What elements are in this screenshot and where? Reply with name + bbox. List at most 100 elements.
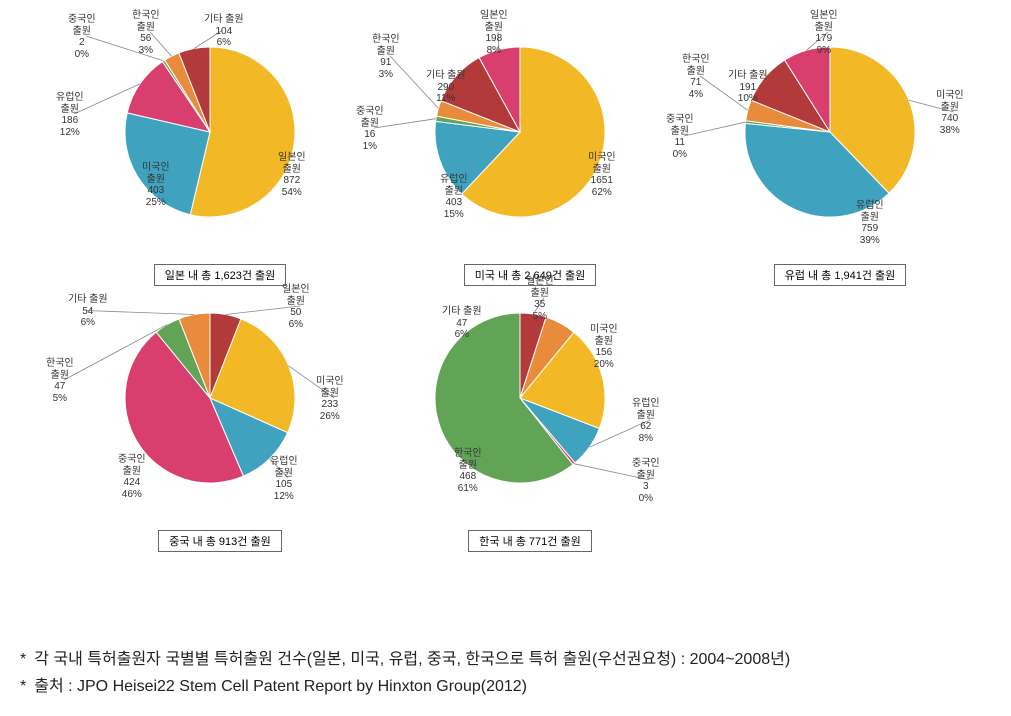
slice-label: 일본인출원87254% (278, 152, 306, 198)
slice-label-line: 출원 (118, 466, 146, 478)
slice-label-line: 6% (282, 319, 310, 331)
caption-row: 중국 내 총 913건 출원 (60, 524, 380, 552)
slice-label-line: 3% (132, 45, 160, 57)
slice-label-line: 91 (372, 57, 400, 69)
slice-label: 한국인출원475% (46, 358, 74, 404)
slice-label-line: 54 (68, 306, 108, 318)
slice-label-line: 2 (68, 37, 96, 49)
slice-label-line: 198 (480, 33, 508, 45)
slice-label-line: 104 (204, 26, 244, 38)
slice-label-line: 26% (316, 411, 344, 423)
footnote-text: 각 국내 특허출원자 국별별 특허출원 건수(일본, 미국, 유럽, 중국, 한… (34, 646, 790, 673)
slice-label-line: 4% (682, 89, 710, 101)
slice-label: 일본인출원1799% (810, 10, 838, 56)
slice-label-line: 191 (728, 82, 768, 94)
slice-label-line: 미국인 (588, 152, 616, 164)
slice-label-line: 12% (56, 127, 84, 139)
slice-label-line: 한국인 (454, 448, 482, 460)
slice-label-line: 출원 (682, 66, 710, 78)
slice-label-line: 유럽인 (56, 92, 84, 104)
slice-label: 한국인출원46861% (454, 448, 482, 494)
slice-label-line: 출원 (526, 288, 554, 300)
slice-label-line: 10% (728, 93, 768, 105)
pie-svg (60, 14, 380, 254)
slice-label-line: 중국인 (666, 114, 694, 126)
slice-label: 중국인출원30% (632, 458, 660, 504)
footnote-1: * 각 국내 특허출원자 국별별 특허출원 건수(일본, 미국, 유럽, 중국,… (20, 646, 980, 673)
pie-chart-korea: 일본인출원355%기타 출원476%미국인출원15620%유럽인출원628%중국… (370, 280, 690, 552)
pie-chart-europe: 미국인출원74038%유럽인출원75939%중국인출원110%한국인출원714%… (680, 14, 1000, 286)
footnotes: * 각 국내 특허출원자 국별별 특허출원 건수(일본, 미국, 유럽, 중국,… (20, 646, 980, 700)
slice-label-line: 유럽인 (856, 200, 884, 212)
slice-label: 기타 출원1046% (204, 14, 244, 49)
slice-label-line: 20% (590, 359, 618, 371)
slice-label-line: 47 (46, 381, 74, 393)
slice-label-line: 기타 출원 (442, 306, 482, 318)
slice-label-line: 출원 (666, 126, 694, 138)
slice-label-line: 일본인 (810, 10, 838, 22)
slice-label-line: 62 (632, 421, 660, 433)
slice-label-line: 11% (426, 93, 466, 105)
slice-label-line: 12% (270, 491, 298, 503)
slice-label-line: 한국인 (46, 358, 74, 370)
slice-label-line: 미국인 (590, 324, 618, 336)
slice-label-line: 233 (316, 399, 344, 411)
slice-label-line: 3% (372, 69, 400, 81)
slice-label-line: 기타 출원 (68, 294, 108, 306)
slice-label-line: 759 (856, 223, 884, 235)
slice-label-line: 출원 (480, 22, 508, 34)
slice-label-line: 872 (278, 175, 306, 187)
slice-label-line: 403 (440, 197, 468, 209)
footnote-2: * 출처 : JPO Heisei22 Stem Cell Patent Rep… (20, 673, 980, 700)
slice-label-line: 출원 (278, 164, 306, 176)
slice-label-line: 출원 (372, 46, 400, 58)
slice-label: 미국인출원23326% (316, 376, 344, 422)
slice-label-line: 8% (480, 45, 508, 57)
slice-label-line: 105 (270, 479, 298, 491)
slice-label-line: 일본인 (526, 276, 554, 288)
slice-label-line: 출원 (68, 26, 96, 38)
slice-label-line: 290 (426, 82, 466, 94)
slice-label: 유럽인출원75939% (856, 200, 884, 246)
slice-label-line: 5% (526, 311, 554, 323)
slice-label-line: 유럽인 (440, 174, 468, 186)
slice-label-line: 47 (442, 318, 482, 330)
slice-label: 유럽인출원10512% (270, 456, 298, 502)
slice-label-line: 기타 출원 (204, 14, 244, 26)
slice-label-line: 중국인 (356, 106, 384, 118)
slice-label-line: 출원 (440, 186, 468, 198)
slice-label-line: 5% (46, 393, 74, 405)
slice-label-line: 15% (440, 209, 468, 221)
slice-label-line: 일본인 (282, 284, 310, 296)
slice-label: 유럽인출원40315% (440, 174, 468, 220)
slice-label: 미국인출원165162% (588, 152, 616, 198)
caption-row: 유럽 내 총 1,941건 출원 (680, 258, 1000, 286)
slice-label-line: 156 (590, 347, 618, 359)
caption-row: 한국 내 총 771건 출원 (370, 524, 690, 552)
slice-label-line: 16 (356, 129, 384, 141)
slice-label: 미국인출원40325% (142, 162, 170, 208)
slice-label: 미국인출원15620% (590, 324, 618, 370)
slice-label: 유럽인출원628% (632, 398, 660, 444)
slice-label-line: 35 (526, 299, 554, 311)
slice-label-line: 출원 (282, 296, 310, 308)
slice-label-line: 출원 (132, 22, 160, 34)
pie-chart-china: 일본인출원506%미국인출원23326%유럽인출원10512%중국인출원4244… (60, 280, 380, 552)
slice-label-line: 출원 (936, 102, 964, 114)
slice-label-line: 61% (454, 483, 482, 495)
slice-label-line: 출원 (356, 118, 384, 130)
slice-label: 기타 출원29011% (426, 70, 466, 105)
slice-label: 기타 출원546% (68, 294, 108, 329)
chart-caption: 유럽 내 총 1,941건 출원 (774, 264, 907, 286)
slice-label-line: 기타 출원 (426, 70, 466, 82)
slice-label-line: 9% (810, 45, 838, 57)
slice-label-line: 출원 (56, 104, 84, 116)
slice-label-line: 0% (666, 149, 694, 161)
slice-label-line: 일본인 (278, 152, 306, 164)
slice-label-line: 6% (68, 317, 108, 329)
slice-label-line: 403 (142, 185, 170, 197)
slice-label-line: 출원 (856, 212, 884, 224)
slice-label-line: 출원 (632, 410, 660, 422)
slice-label: 한국인출원563% (132, 10, 160, 56)
slice-label-line: 한국인 (682, 54, 710, 66)
